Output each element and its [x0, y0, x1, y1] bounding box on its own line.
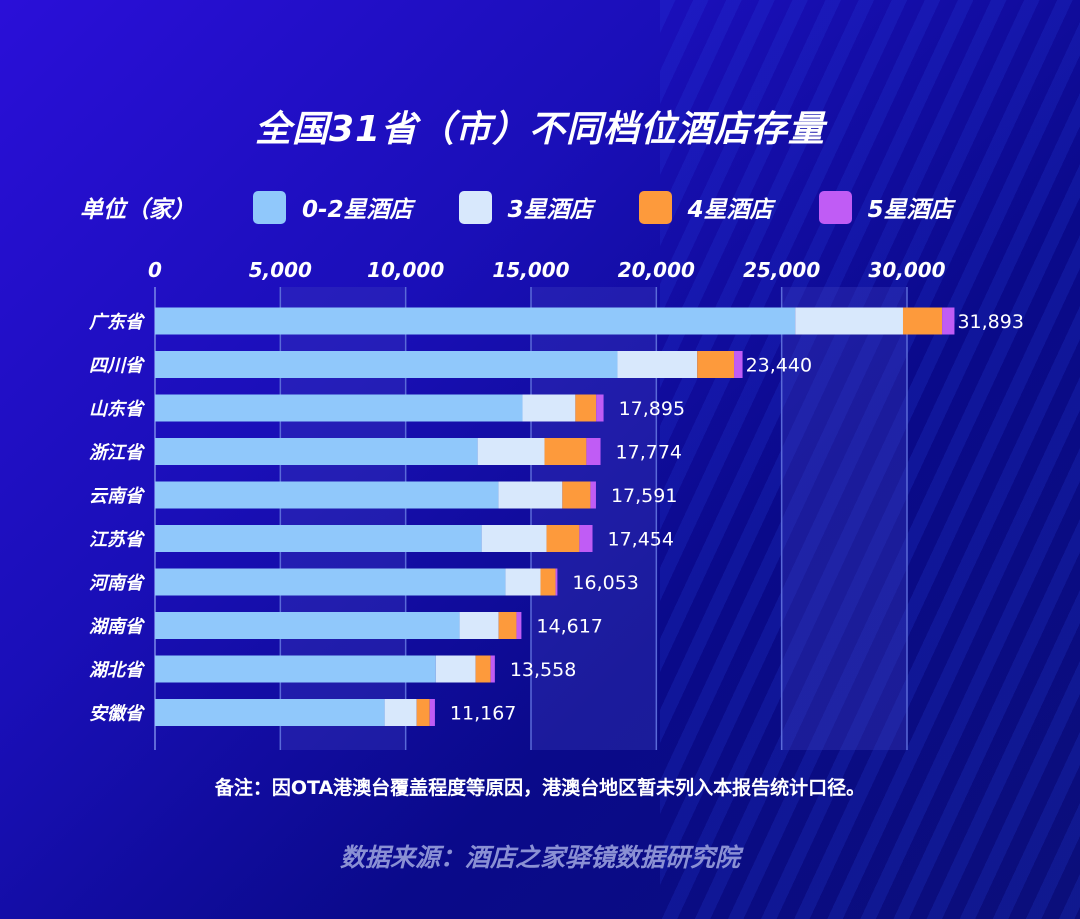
category-label: 浙江省	[89, 443, 146, 464]
bar-segment	[416, 699, 430, 726]
bar-segment	[902, 307, 943, 335]
legend-item-0-2-star: 0-2星酒店	[253, 190, 413, 224]
x-tick-label: 15,000	[492, 258, 569, 282]
category-label: 四川省	[89, 356, 146, 377]
bar-segment	[384, 699, 417, 726]
legend-item-5-star: 5星酒店	[818, 190, 953, 224]
bar-segment	[429, 699, 435, 726]
unit-label: 单位（家）	[80, 197, 195, 223]
bar-segment	[498, 612, 517, 639]
x-tick-label: 25,000	[743, 258, 820, 282]
legend-swatch	[253, 190, 286, 224]
data-source: 数据来源：酒店之家驿镜数据研究院	[339, 843, 740, 872]
legend-label: 0-2星酒店	[302, 197, 413, 223]
bar-segment	[579, 525, 593, 552]
bar-segment	[697, 351, 735, 378]
legend-item-4-star: 4星酒店	[638, 190, 773, 224]
category-label: 江苏省	[89, 530, 146, 551]
total-data-label: 17,774	[616, 442, 682, 464]
bar-segment	[540, 568, 556, 596]
x-tick-label: 0	[148, 258, 162, 282]
total-data-label: 17,454	[608, 529, 674, 551]
chart-title: 全国31省（市）不同档位酒店存量	[254, 109, 826, 150]
bar-segment	[544, 438, 587, 465]
category-label: 广东省	[89, 312, 146, 333]
bar-segment	[481, 525, 547, 552]
bar-segment	[155, 481, 499, 509]
bar-segment	[562, 481, 591, 509]
bar-segment	[617, 351, 698, 378]
bar-segment	[575, 394, 597, 422]
legend: 单位（家） 0-2星酒店 3星酒店 4星酒店 5星酒店	[80, 190, 999, 224]
bar-segment	[155, 655, 436, 683]
total-data-label: 11,167	[450, 703, 516, 725]
total-data-label: 17,591	[611, 485, 677, 507]
total-data-label: 23,440	[746, 355, 812, 377]
bar-segment	[586, 438, 601, 465]
bar-segment	[155, 568, 506, 596]
bar-segment	[155, 394, 523, 422]
legend-label: 4星酒店	[687, 197, 773, 223]
category-label: 云南省	[89, 486, 146, 507]
bar-segment	[795, 307, 903, 335]
legend-label: 3星酒店	[507, 197, 593, 223]
bar-segment	[505, 568, 541, 596]
legend-label: 5星酒店	[867, 197, 953, 223]
bar-segment	[475, 655, 491, 683]
x-tick-label: 20,000	[618, 258, 695, 282]
grid-band	[781, 287, 907, 750]
bar-segment	[596, 394, 604, 422]
category-label: 湖南省	[89, 617, 146, 638]
bar-segment	[477, 438, 545, 465]
bar-segment	[459, 612, 499, 639]
bar-segment	[498, 481, 563, 509]
bar-segment	[155, 612, 460, 639]
bar-segment	[942, 307, 955, 335]
total-data-label: 13,558	[510, 659, 576, 681]
category-label: 山东省	[89, 399, 146, 420]
total-data-label: 17,895	[619, 398, 685, 420]
bar-segment	[490, 655, 495, 683]
legend-swatch	[638, 190, 672, 224]
total-data-label: 31,893	[957, 311, 1023, 333]
bar-segment	[155, 699, 385, 726]
category-label: 安徽省	[89, 704, 146, 725]
x-tick-label: 30,000	[868, 258, 945, 282]
category-label: 河南省	[89, 573, 146, 594]
legend-item-3-star: 3星酒店	[458, 190, 593, 224]
category-label: 湖北省	[89, 660, 146, 681]
bar-segment	[155, 525, 482, 552]
x-tick-label: 10,000	[367, 258, 444, 282]
x-tick-label: 5,000	[249, 258, 312, 282]
bar-segment	[546, 525, 580, 552]
bar-segment	[522, 394, 576, 422]
bar-segment	[734, 351, 743, 378]
background-wave-decoration	[660, 0, 1080, 919]
total-data-label: 16,053	[572, 572, 638, 594]
bar-segment	[516, 612, 522, 639]
total-data-label: 14,617	[536, 616, 602, 638]
bar-segment	[590, 481, 596, 509]
bar-segment	[155, 307, 796, 335]
legend-swatch	[818, 190, 852, 224]
legend-swatch	[458, 190, 492, 224]
bar-segment	[155, 438, 478, 465]
bar-segment	[155, 351, 618, 378]
bar-segment	[435, 655, 476, 683]
bar-segment	[555, 568, 558, 596]
footnote: 备注：因OTA港澳台覆盖程度等原因，港澳台地区暂未列入本报告统计口径。	[214, 777, 866, 799]
